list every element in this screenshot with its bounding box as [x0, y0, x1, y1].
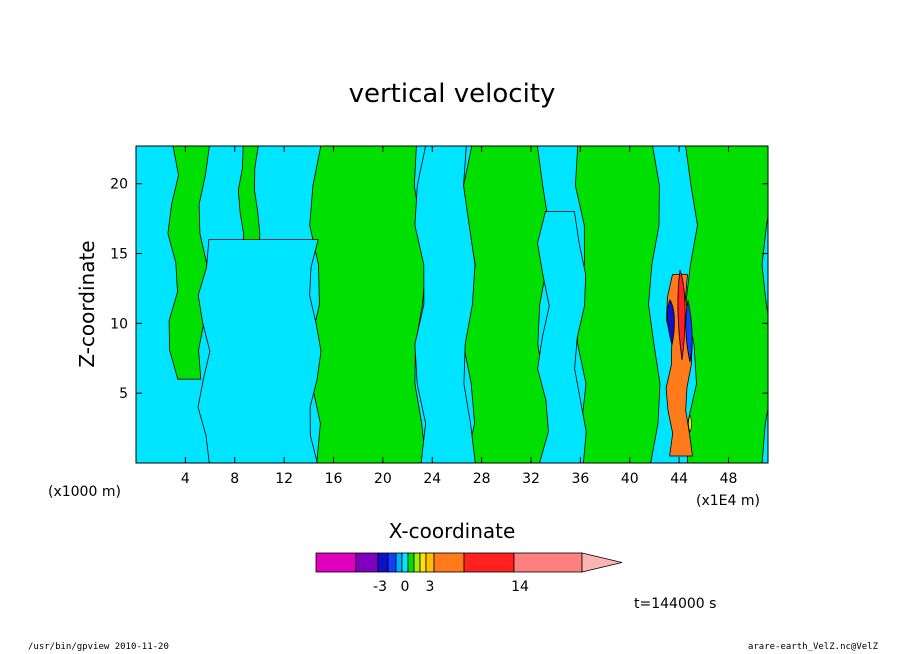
x-tick-label: 48 — [720, 471, 738, 487]
x-tick-label: 16 — [325, 471, 343, 487]
x-tick-label: 44 — [670, 471, 688, 487]
colorbar-segment — [407, 552, 415, 573]
colorbar-segment — [315, 552, 357, 573]
contour-band-positive-weak — [685, 146, 768, 463]
footer-left: /usr/bin/gpview 2010-11-20 — [28, 642, 169, 652]
updraft-negative-right — [685, 299, 693, 363]
colorbar-segment — [463, 552, 515, 573]
updraft-core — [666, 269, 693, 433]
colorbar-tick-label: -3 — [373, 579, 387, 595]
contour-band-negative-weak — [414, 146, 476, 463]
contour-band-positive-weak — [573, 146, 661, 463]
x-tick-label: 8 — [230, 471, 239, 487]
y-axis-title: Z-coordinate — [75, 240, 99, 367]
colorbar-segment — [419, 552, 427, 573]
colorbar-segment — [413, 552, 421, 573]
colorbar-segment — [355, 552, 379, 573]
colorbar-tick-label: 14 — [511, 579, 529, 595]
x-tick-label: 32 — [522, 471, 540, 487]
plot-area — [136, 146, 768, 463]
colorbar-tick-label: 0 — [401, 579, 410, 595]
updraft-yellow-fleck — [688, 414, 692, 433]
plot-frame — [135, 145, 769, 464]
x-tick-label: 40 — [621, 471, 639, 487]
x-tick-label: 36 — [571, 471, 589, 487]
x-scale-label: (x1E4 m) — [696, 493, 760, 509]
contour-band-negative-weak — [537, 211, 587, 463]
colorbar-segment — [425, 552, 435, 573]
colorbar-segment — [387, 552, 397, 573]
footer-right: arare-earth_VelZ.nc@VelZ — [747, 642, 878, 652]
colorbar-segment — [433, 552, 465, 573]
x-unit-label: (x1000 m) — [48, 484, 121, 500]
contour-band-positive-weak — [167, 146, 210, 380]
x-tick-label: 20 — [374, 471, 392, 487]
contour-band-negative-weak — [197, 239, 322, 463]
colorbar-segment — [513, 552, 583, 573]
x-tick-label: 24 — [423, 471, 441, 487]
contour-regions — [167, 146, 768, 463]
y-tick-label: 5 — [119, 386, 128, 402]
time-label: t=144000 s — [634, 596, 716, 612]
x-tick-label: 12 — [275, 471, 293, 487]
x-axis-title: X-coordinate — [389, 519, 516, 543]
x-tick-label: 28 — [473, 471, 491, 487]
contour-band-positive-weak — [462, 146, 550, 463]
colorbar-segment — [395, 552, 403, 573]
updraft-negative-left — [666, 299, 675, 346]
contour-band-positive-weak — [309, 146, 427, 463]
x-axis-ticks: 4 8 12 16 20 24 28 32 36 40 44 48 — [181, 146, 738, 487]
y-tick-label: 20 — [110, 177, 128, 193]
colorbar-segment — [377, 552, 389, 573]
colorbar-tick-label: 3 — [426, 579, 435, 595]
x-tick-label: 4 — [181, 471, 190, 487]
colorbar-segment — [401, 552, 409, 573]
chart-title: vertical velocity — [349, 79, 556, 109]
colorbar-arrow — [581, 552, 623, 573]
y-axis-ticks: 5 10 15 20 — [110, 177, 768, 402]
y-tick-label: 15 — [110, 247, 128, 263]
y-tick-label: 10 — [110, 316, 128, 332]
colorbar: -3 0 3 14 — [315, 552, 623, 595]
updraft-warm-core — [677, 269, 686, 361]
